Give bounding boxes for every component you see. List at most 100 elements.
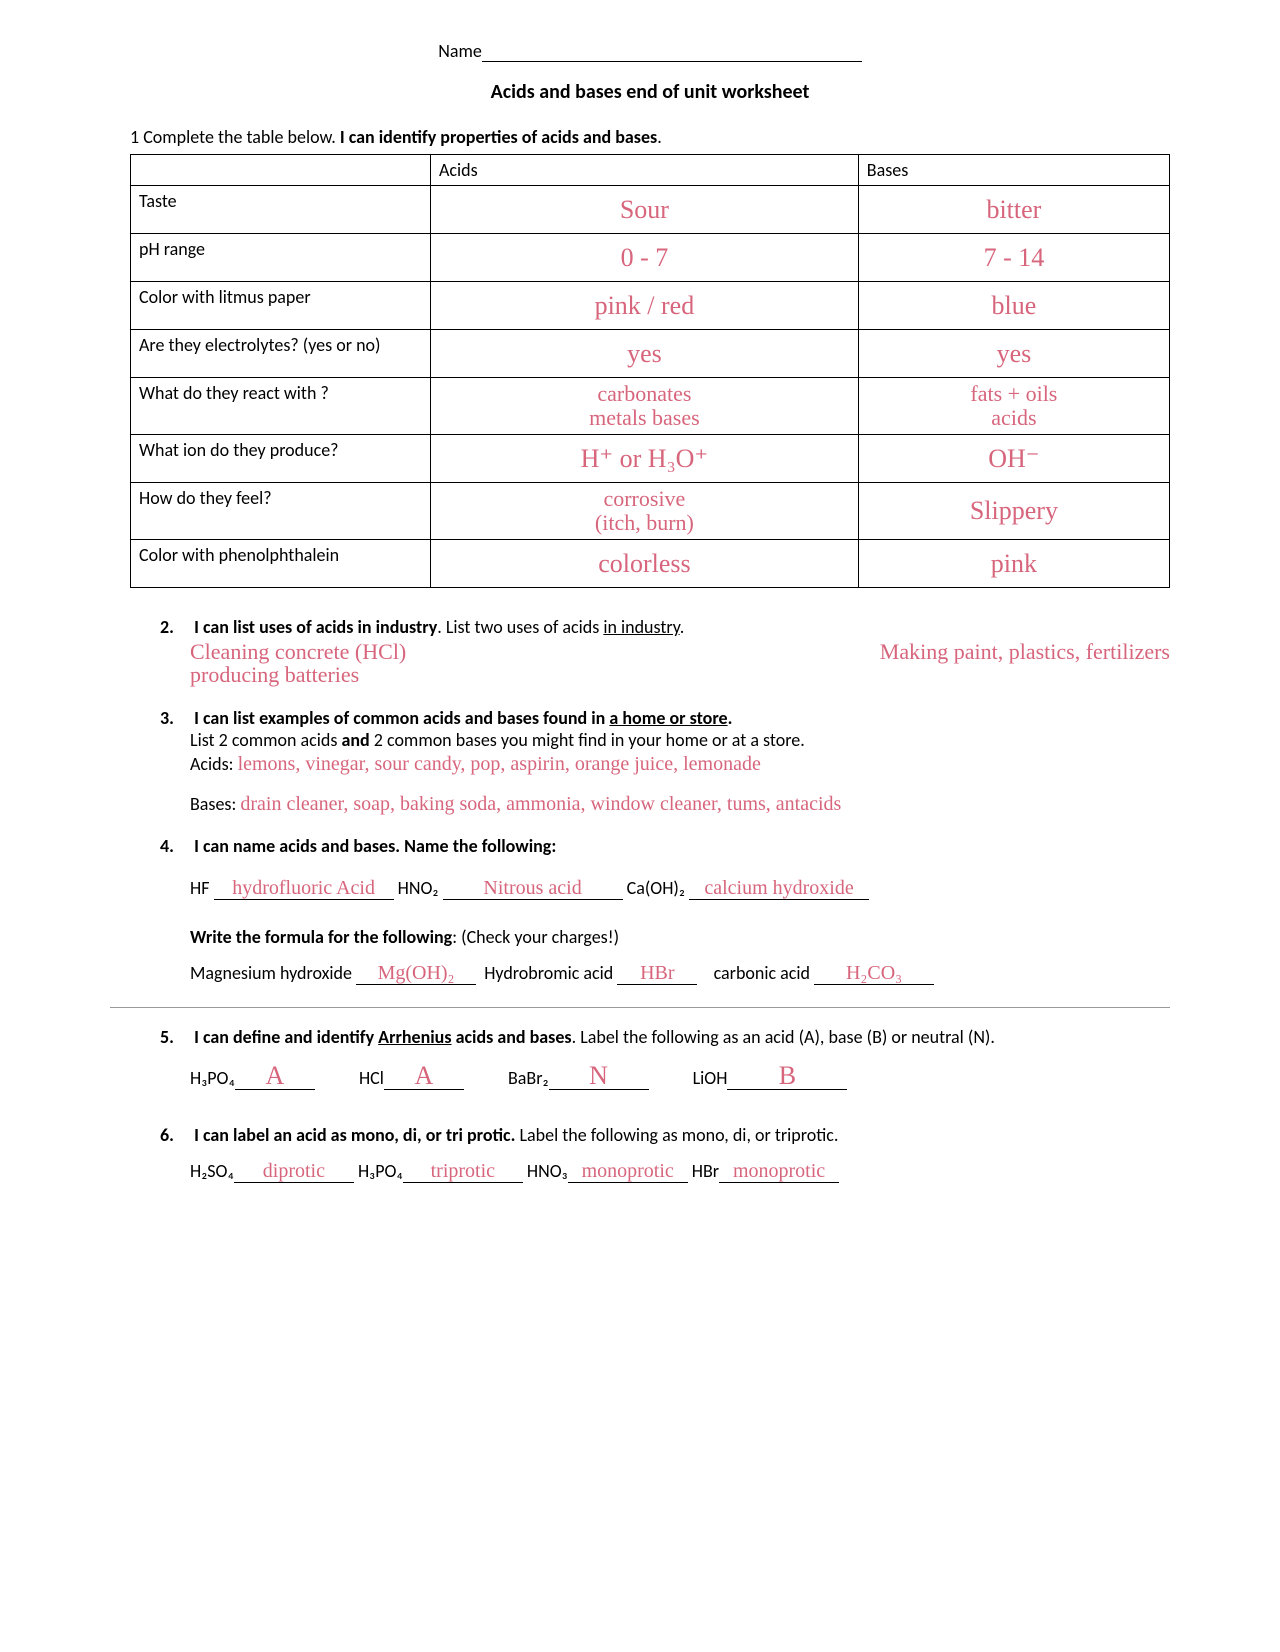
q4-fa3: H₂CO₃	[846, 962, 902, 984]
row-label: Color with litmus paper	[131, 282, 431, 330]
q4-a3: calcium hydroxide	[704, 877, 853, 899]
q4-formulas-row: Magnesium hydroxide Mg(OH)₂ Hydrobromic …	[190, 962, 1170, 985]
cell-hw: yes	[997, 339, 1032, 368]
q5-pr: . Label the following as an acid (A), ba…	[572, 1026, 995, 1048]
table-row: Taste Sour bitter	[131, 186, 1170, 234]
cell-hw: yes	[627, 339, 662, 368]
q2-ans2: producing batteries	[190, 662, 359, 687]
name-underline	[482, 61, 862, 62]
q6-f4: HBr	[692, 1160, 719, 1182]
q2-ans1: Cleaning concrete (HCl)	[190, 640, 406, 663]
q6-a3: monoprotic	[582, 1160, 674, 1182]
row-label: Color with phenolphthalein	[131, 540, 431, 588]
q6: 6. I can label an acid as mono, di, or t…	[190, 1124, 1170, 1183]
q2-prompt-under: in industry	[603, 616, 679, 638]
q4-write-prompt: Write the formula for the following: (Ch…	[190, 926, 1170, 948]
header-acids: Acids	[431, 155, 859, 186]
q6-f2: H₃PO₄	[358, 1160, 403, 1182]
q1-intro: 1 Complete the table below. I can identi…	[130, 126, 1170, 148]
q6-a4: monoprotic	[733, 1160, 825, 1182]
q4-n3: carbonic acid	[714, 962, 810, 984]
row-label: How do they feel?	[131, 483, 431, 540]
cell-hw: pink / red	[595, 291, 695, 320]
table-row: How do they feel? corrosive (itch, burn)…	[131, 483, 1170, 540]
q5-f2: HCl	[359, 1067, 384, 1089]
q6-f3: HNO₃	[527, 1160, 568, 1182]
q5-a2: A	[415, 1061, 434, 1090]
q3-bases-ans: drain cleaner, soap, baking soda, ammoni…	[240, 793, 841, 815]
q4-num: 4.	[160, 835, 190, 857]
table-row: Are they electrolytes? (yes or no) yes y…	[131, 330, 1170, 378]
q5-f3: BaBr₂	[508, 1067, 549, 1089]
q4-f2: HNO₂	[398, 877, 439, 899]
q3-num: 3.	[160, 707, 190, 729]
q3-prompt-bold: I can list examples of common acids and …	[194, 707, 609, 729]
q4-f1: HF	[190, 877, 210, 899]
q5-num: 5.	[160, 1026, 190, 1048]
q4-f3: Ca(OH)₂	[627, 877, 685, 899]
q5-pa: I can define and identify	[194, 1026, 378, 1048]
q3-sub: List 2 common acids and 2 common bases y…	[190, 729, 1170, 751]
properties-table: Acids Bases Taste Sour bitter pH range 0…	[130, 154, 1170, 588]
cell-hw: 7 - 14	[984, 243, 1045, 272]
q5-pu: Arrhenius	[378, 1026, 451, 1048]
q4: 4. I can name acids and bases. Name the …	[190, 835, 1170, 985]
row-label: What do they react with ?	[131, 378, 431, 435]
q5-pb: acids and bases	[452, 1026, 572, 1048]
q5-f4: LiOH	[693, 1067, 728, 1089]
q5-a4: B	[779, 1061, 796, 1090]
q4-n1: Magnesium hydroxide	[190, 962, 352, 984]
q2: 2. I can list uses of acids in industry.…	[190, 616, 1170, 687]
q3-prompt-under: a home or store	[609, 707, 727, 729]
table-row: What ion do they produce? H⁺ or H₃O⁺ OH⁻	[131, 435, 1170, 483]
q3-acids-label: Acids:	[190, 753, 233, 775]
q2-prompt-bold: I can list uses of acids in industry	[194, 616, 437, 638]
q4-a1: hydrofluoric Acid	[232, 877, 375, 899]
q6-num: 6.	[160, 1124, 190, 1146]
q3: 3. I can list examples of common acids a…	[190, 707, 1170, 815]
cell-hw: pink	[991, 549, 1037, 578]
cell-hw: Sour	[620, 195, 669, 224]
row-label: Are they electrolytes? (yes or no)	[131, 330, 431, 378]
header-blank	[131, 155, 431, 186]
q2-ans1b: Making paint, plastics, fertilizers	[880, 640, 1170, 663]
q6-row: H₂SO₄diprotic H₃PO₄triprotic HNO₃monopro…	[190, 1160, 1170, 1183]
q2-prompt-rest: . List two uses of acids	[437, 616, 603, 638]
row-label: pH range	[131, 234, 431, 282]
cell-hw: corrosive (itch, burn)	[595, 486, 694, 535]
q3-bases-label: Bases:	[190, 793, 236, 815]
page-title: Acids and bases end of unit worksheet	[130, 80, 1170, 104]
divider	[110, 1007, 1170, 1008]
q5-a3: N	[589, 1061, 608, 1090]
q5: 5. I can define and identify Arrhenius a…	[190, 1026, 1170, 1090]
q5-f1: H₃PO₄	[190, 1067, 235, 1089]
q5-row: H₃PO₄A HClA BaBr₂N LiOHB	[190, 1062, 1170, 1090]
q2-num: 2.	[160, 616, 190, 638]
cell-hw: OH⁻	[988, 444, 1039, 473]
cell-hw: Slippery	[970, 496, 1058, 525]
cell-hw: blue	[992, 291, 1037, 320]
cell-hw: 0 - 7	[621, 243, 669, 272]
table-header-row: Acids Bases	[131, 155, 1170, 186]
q6-pr: Label the following as mono, di, or trip…	[515, 1124, 838, 1146]
cell-hw: carbonates metals bases	[589, 381, 700, 430]
cell-hw: fats + oils acids	[970, 381, 1057, 430]
q4-names-row: HF hydrofluoric Acid HNO₂ Nitrous acid C…	[190, 877, 1170, 900]
q4-a2: Nitrous acid	[483, 877, 581, 899]
q6-a2: triprotic	[431, 1160, 495, 1182]
table-row: Color with phenolphthalein colorless pin…	[131, 540, 1170, 588]
q6-a1: diprotic	[263, 1160, 325, 1182]
q1-intro-plain: 1 Complete the table below.	[130, 126, 340, 148]
cell-hw: H⁺ or H₃O⁺	[581, 444, 709, 473]
table-row: What do they react with ? carbonates met…	[131, 378, 1170, 435]
q3-acids-ans: lemons, vinegar, sour candy, pop, aspiri…	[238, 753, 761, 775]
header-bases: Bases	[858, 155, 1169, 186]
q1-intro-bold: I can identify properties of acids and b…	[340, 126, 657, 148]
cell-hw: bitter	[986, 195, 1041, 224]
table-row: Color with litmus paper pink / red blue	[131, 282, 1170, 330]
q4-prompt: I can name acids and bases. Name the fol…	[194, 835, 556, 857]
name-label: Name	[438, 40, 482, 62]
q4-fa1: Mg(OH)₂	[378, 962, 455, 984]
name-line: Name	[130, 40, 1170, 62]
row-label: What ion do they produce?	[131, 435, 431, 483]
